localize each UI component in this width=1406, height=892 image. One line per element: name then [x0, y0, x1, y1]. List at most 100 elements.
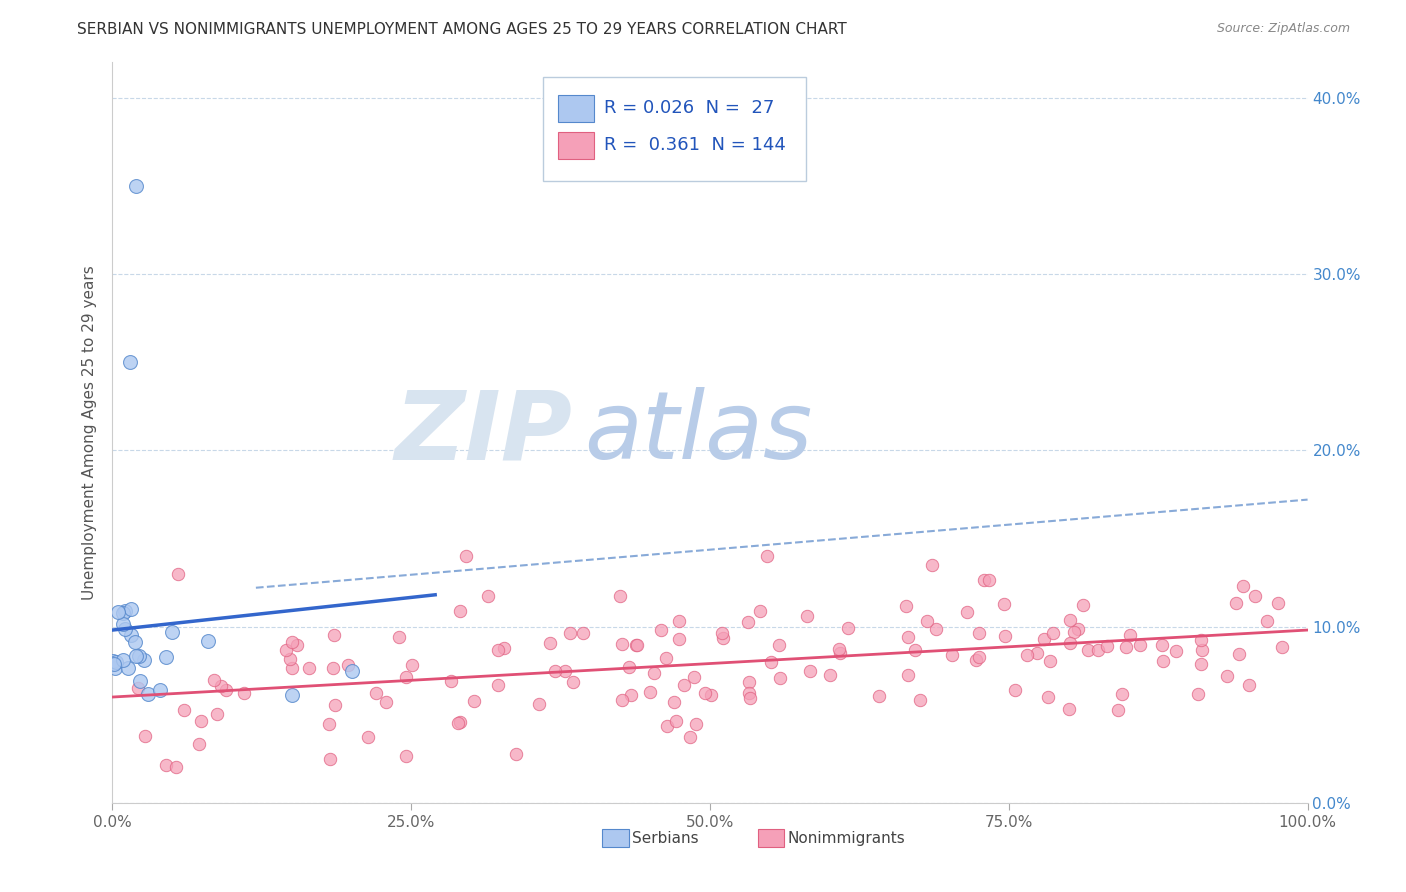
Point — [127, 681, 149, 695]
Point — [1216, 669, 1239, 683]
Point — [209, 679, 232, 693]
Point — [868, 689, 890, 703]
Point — [104, 661, 127, 675]
Point — [117, 660, 139, 674]
Point — [125, 178, 148, 193]
Point — [1244, 589, 1267, 603]
Point — [1267, 596, 1289, 610]
Point — [463, 694, 485, 708]
Text: Nonimmigrants: Nonimmigrants — [787, 830, 905, 846]
Point — [319, 752, 342, 766]
Point — [655, 719, 678, 733]
Point — [111, 617, 134, 632]
Point — [956, 605, 979, 619]
Point — [665, 714, 688, 729]
Point — [278, 651, 301, 665]
Point — [111, 607, 134, 621]
Point — [609, 590, 631, 604]
Point — [1232, 579, 1254, 593]
Point — [1150, 638, 1173, 652]
Point — [643, 666, 665, 681]
Point — [897, 630, 920, 644]
Point — [756, 549, 779, 563]
Point — [446, 716, 468, 731]
Point — [388, 630, 411, 644]
Point — [1187, 687, 1209, 701]
Point — [626, 638, 648, 652]
Point — [617, 660, 640, 674]
Point — [120, 602, 142, 616]
Point — [993, 597, 1015, 611]
Point — [908, 693, 931, 707]
Point — [357, 730, 380, 744]
Point — [149, 682, 172, 697]
Text: R =  0.361  N = 144: R = 0.361 N = 144 — [603, 136, 786, 154]
Point — [749, 604, 772, 618]
Point — [828, 642, 851, 657]
Point — [1115, 640, 1137, 655]
Point — [828, 646, 851, 660]
Point — [1087, 643, 1109, 657]
Point — [837, 621, 859, 635]
Point — [114, 623, 136, 637]
Point — [1059, 635, 1081, 649]
Point — [285, 638, 308, 652]
Point — [449, 604, 471, 618]
Point — [799, 665, 821, 679]
Point — [1057, 702, 1080, 716]
Point — [700, 689, 723, 703]
Point — [111, 653, 134, 667]
Point — [1071, 598, 1094, 612]
Point — [187, 737, 209, 751]
Point — [486, 642, 509, 657]
Point — [612, 693, 634, 707]
Point — [527, 698, 550, 712]
Point — [366, 686, 388, 700]
Point — [456, 549, 478, 563]
Point — [155, 650, 177, 665]
Point — [655, 651, 678, 665]
Point — [796, 608, 818, 623]
Point — [276, 642, 298, 657]
Point — [673, 678, 696, 692]
Point — [132, 653, 155, 667]
Point — [1189, 633, 1212, 648]
Point — [1036, 690, 1059, 704]
Point — [138, 687, 160, 701]
Point — [1191, 643, 1213, 657]
Point — [967, 650, 990, 665]
Point — [167, 566, 190, 581]
Text: R = 0.026  N =  27: R = 0.026 N = 27 — [603, 99, 775, 117]
Bar — [603, 829, 628, 847]
Point — [1129, 638, 1152, 652]
Point — [124, 635, 146, 649]
Bar — [758, 829, 785, 847]
Point — [197, 634, 219, 648]
Point — [740, 690, 762, 705]
Point — [440, 673, 463, 688]
Point — [336, 658, 359, 673]
Point — [477, 589, 499, 603]
Point — [682, 670, 704, 684]
Point — [738, 674, 761, 689]
Point — [571, 626, 593, 640]
Point — [737, 615, 759, 629]
Point — [543, 664, 565, 678]
Point — [165, 760, 187, 774]
Point — [710, 625, 733, 640]
Point — [107, 605, 129, 619]
Point — [486, 678, 509, 692]
Point — [979, 574, 1001, 588]
Point — [685, 717, 707, 731]
FancyBboxPatch shape — [543, 78, 806, 181]
Bar — [558, 95, 595, 121]
Point — [207, 707, 229, 722]
Point — [994, 629, 1017, 643]
Point — [650, 623, 672, 637]
Point — [155, 758, 177, 772]
Text: Serbians: Serbians — [633, 830, 699, 846]
Point — [1059, 614, 1081, 628]
Point — [281, 661, 304, 675]
Point — [620, 688, 643, 702]
Point — [1256, 614, 1278, 628]
